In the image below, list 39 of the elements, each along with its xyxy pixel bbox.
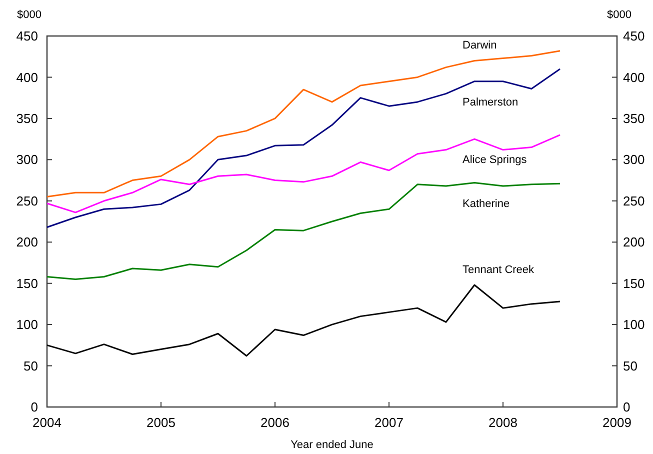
y2-tick-label: 450 — [623, 28, 645, 44]
y-tick-label: 250 — [16, 193, 38, 208]
y-tick-label: 50 — [24, 358, 38, 374]
series-label: Katherine — [462, 198, 510, 210]
y-tick-label: 450 — [16, 28, 38, 44]
series-label: Palmerston — [462, 96, 518, 108]
y2-tick-label: 50 — [623, 358, 638, 374]
x-tick-label: 2008 — [488, 415, 518, 430]
x-axis-title: Year ended June — [290, 439, 374, 451]
y2-tick-label: 150 — [623, 276, 645, 291]
series-label: Alice Springs — [462, 154, 528, 166]
x-tick-label: 2004 — [32, 415, 62, 430]
y-tick-label: 0 — [30, 400, 38, 415]
y-tick-label: 400 — [16, 70, 38, 85]
line-series — [46, 68, 561, 228]
y2-tick-label: 0 — [623, 400, 630, 415]
y2-tick-label: 300 — [623, 152, 645, 168]
line-series — [46, 50, 561, 198]
y2-tick-label: 400 — [623, 70, 645, 85]
y-tick-label: 300 — [16, 152, 38, 168]
x-tick-label: 2005 — [146, 415, 176, 430]
y2-tick-label: 250 — [623, 193, 645, 208]
y-tick-label: 350 — [16, 110, 38, 126]
y-axis-title: $000 — [17, 9, 42, 21]
y2-axis-title: $000 — [607, 9, 632, 21]
y-tick-label: 150 — [16, 276, 38, 291]
x-tick-label: 2009 — [602, 415, 632, 430]
y2-tick-label: 350 — [623, 110, 645, 126]
y-tick-label: 200 — [16, 234, 38, 250]
series-label: Tennant Creek — [462, 264, 535, 276]
line-series — [46, 182, 561, 280]
line-series — [46, 134, 561, 214]
x-tick-label: 2006 — [260, 415, 290, 430]
series-label: Darwin — [462, 40, 497, 52]
y2-tick-label: 100 — [623, 317, 645, 332]
y-tick-label: 100 — [16, 317, 38, 332]
x-tick-label: 2007 — [374, 415, 404, 430]
y2-tick-label: 200 — [623, 234, 645, 250]
line-series — [46, 284, 561, 357]
